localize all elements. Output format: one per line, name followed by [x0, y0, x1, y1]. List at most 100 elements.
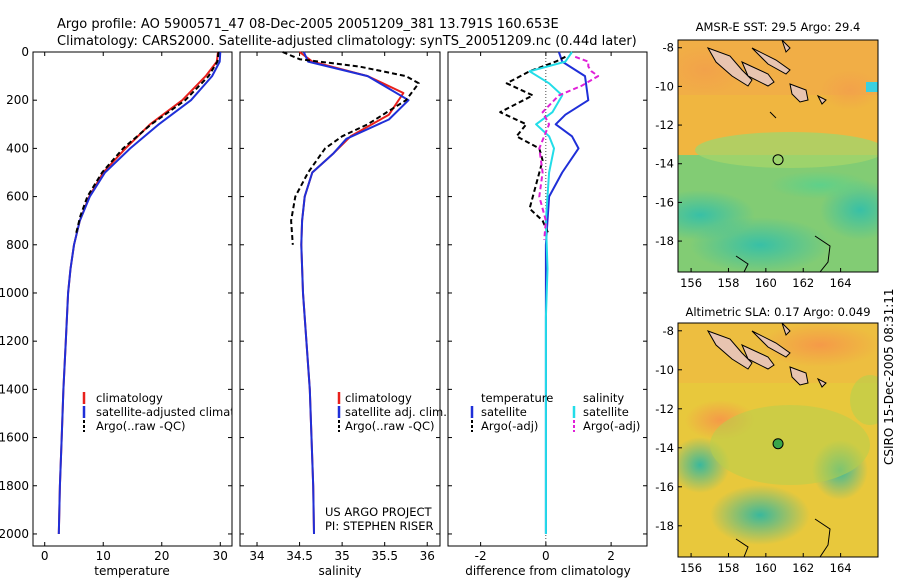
map-x-tick-label: 162	[792, 276, 814, 290]
y-tick-label: 2000	[0, 527, 29, 541]
x-tick-label: 34.5	[286, 549, 313, 563]
y-tick-label: 200	[6, 93, 29, 107]
y-tick-label: 1400	[0, 382, 29, 396]
y-tick-label: 600	[6, 190, 29, 204]
map-y-tick-label: -10	[655, 363, 674, 377]
legend-label-satellite-adjusted: satellite-adjusted climatology	[96, 405, 266, 419]
sla-map-ticks: 156 158 160 162 164 -8 -10 -12 -14 -16 -18	[655, 324, 851, 575]
map-y-tick-label: -18	[655, 234, 674, 248]
map-y-tick-label: -8	[663, 324, 674, 338]
map-y-tick-label: -12	[655, 402, 674, 416]
sla-map-panel: Altimetric SLA: 0.17 Argo: 0.049 156 158 1…	[655, 305, 879, 575]
map-y-tick-label: -14	[655, 441, 674, 455]
sst-map-ticks: 156 158 160 162 164 -8 -10 -12 -14 -16 -18	[655, 41, 851, 290]
map-x-tick-label: 158	[717, 276, 739, 290]
y-tick-label: 800	[6, 238, 29, 252]
map-y-tick-label: -12	[655, 118, 674, 132]
sst-map-argo-marker	[772, 154, 784, 166]
salinity-series	[282, 51, 420, 535]
legend-label-climatology: climatology	[345, 391, 412, 405]
salinity-axes-frame	[239, 51, 441, 547]
map-x-tick-label: 156	[680, 276, 702, 290]
y-tick-label: 1200	[0, 334, 29, 348]
temperature-x-ticks: 0 10 20 30	[41, 52, 228, 563]
sst-map-field	[678, 40, 878, 272]
x-tick-label: 0	[41, 549, 49, 563]
map-y-tick-label: -16	[655, 480, 674, 494]
map-x-tick-label: 162	[792, 561, 814, 575]
pi-credit: PI: STEPHEN RISER	[325, 519, 434, 533]
sst-map-panel: AMSR-E SST: 29.5 Argo: 29.4 156 158	[655, 20, 879, 290]
series-line-argo-raw-qc	[74, 51, 220, 236]
legend-label-temp-argo: Argo(-adj)	[481, 419, 538, 433]
map-y-tick-label: -8	[663, 41, 674, 55]
sst-map-title: AMSR-E SST: 29.5 Argo: 29.4	[696, 20, 861, 34]
x-tick-label: 10	[96, 549, 111, 563]
difference-series	[499, 51, 600, 534]
timestamp-credit: CSIRO 15-Dec-2005 08:31:11	[882, 288, 896, 465]
y-tick-label: 1000	[0, 286, 29, 300]
temperature-x-label: temperature	[94, 564, 169, 578]
map-x-tick-label: 158	[717, 561, 739, 575]
legend-label-sal-satellite: satellite	[583, 405, 629, 419]
difference-y-ticks	[448, 51, 647, 535]
series-line-satellite-adj-clim	[300, 51, 410, 535]
salinity-y-ticks	[240, 51, 440, 535]
x-tick-label: 36	[420, 549, 435, 563]
series-line-temperature-argo-adj	[499, 55, 566, 236]
legend-label-temp-satellite: satellite	[481, 405, 527, 419]
y-tick-label: 1800	[0, 479, 29, 493]
map-x-tick-label: 164	[830, 276, 852, 290]
y-tick-label: 400	[6, 141, 29, 155]
sla-map-title: Altimetric SLA: 0.17 Argo: 0.049	[685, 305, 870, 319]
salinity-legend: climatology satellite adj. clim. Argo(..…	[337, 391, 447, 433]
salinity-x-label: salinity	[318, 564, 361, 578]
temperature-series	[57, 51, 222, 535]
y-tick-label: 0	[21, 45, 29, 59]
salinity-x-ticks: 34 34.5 35 35.5 36	[249, 52, 435, 563]
temperature-legend: climatology satellite-adjusted climatolo…	[82, 391, 266, 433]
sla-map-frame	[677, 322, 879, 558]
series-line-salinity-satellite	[528, 51, 573, 534]
difference-x-label: difference from climatology	[465, 564, 631, 578]
figure-title-line2: Climatology: CARS2000. Satellite-adjuste…	[57, 34, 637, 49]
legend-label-satellite-adj: satellite adj. clim.	[345, 405, 447, 419]
sst-map-frame	[677, 39, 879, 273]
map-y-tick-label: -14	[655, 157, 674, 171]
legend-title-temperature: temperature	[481, 391, 553, 405]
temperature-y-ticks: 0 200 400 600 800 1000 1200 1400 1600 1800 2000	[0, 45, 232, 541]
y-tick-label: 1600	[0, 431, 29, 445]
map-y-tick-label: -18	[655, 519, 674, 533]
sla-map-argo-marker	[772, 438, 784, 450]
figure-title-line1: Argo profile: AO 5900571_47 08-Dec-2005 …	[57, 17, 559, 32]
map-y-tick-label: -16	[655, 195, 674, 209]
map-y-tick-label: -10	[655, 79, 674, 93]
difference-panel: -2 0 2 difference from climatology tempera…	[447, 51, 648, 578]
temperature-legend-clip-mask	[232, 390, 240, 420]
map-x-tick-label: 164	[830, 561, 852, 575]
x-tick-label: 0	[542, 549, 550, 563]
series-line-temperature-satellite	[544, 51, 590, 534]
map-x-tick-label: 160	[755, 276, 777, 290]
temperature-panel: 0 200 400 600 800 1000 1200 1400 1600 1800 2000 0 1…	[0, 45, 266, 578]
legend-label-climatology: climatology	[96, 391, 163, 405]
x-tick-label: 30	[213, 549, 228, 563]
x-tick-label: 2	[607, 549, 615, 563]
x-tick-label: 20	[154, 549, 169, 563]
x-tick-label: 35	[334, 549, 349, 563]
legend-label-argo: Argo(..raw -QC)	[96, 419, 186, 433]
series-line-salinity-argo-adj	[538, 55, 600, 241]
project-credit: US ARGO PROJECT	[325, 505, 433, 519]
salinity-panel: 34 34.5 35 35.5 36 salinity climatology sate…	[239, 51, 447, 578]
x-tick-label: 34	[249, 549, 264, 563]
legend-label-sal-argo: Argo(-adj)	[583, 419, 640, 433]
legend-title-salinity: salinity	[583, 391, 624, 405]
legend-label-argo: Argo(..raw -QC)	[345, 419, 435, 433]
map-x-tick-label: 156	[680, 561, 702, 575]
map-x-tick-label: 160	[755, 561, 777, 575]
x-tick-label: -2	[475, 549, 487, 563]
series-line-argo-raw-qc	[282, 51, 420, 245]
difference-legend: temperature salinity satellite Argo(-adj…	[470, 391, 640, 433]
x-tick-label: 35.5	[371, 549, 398, 563]
